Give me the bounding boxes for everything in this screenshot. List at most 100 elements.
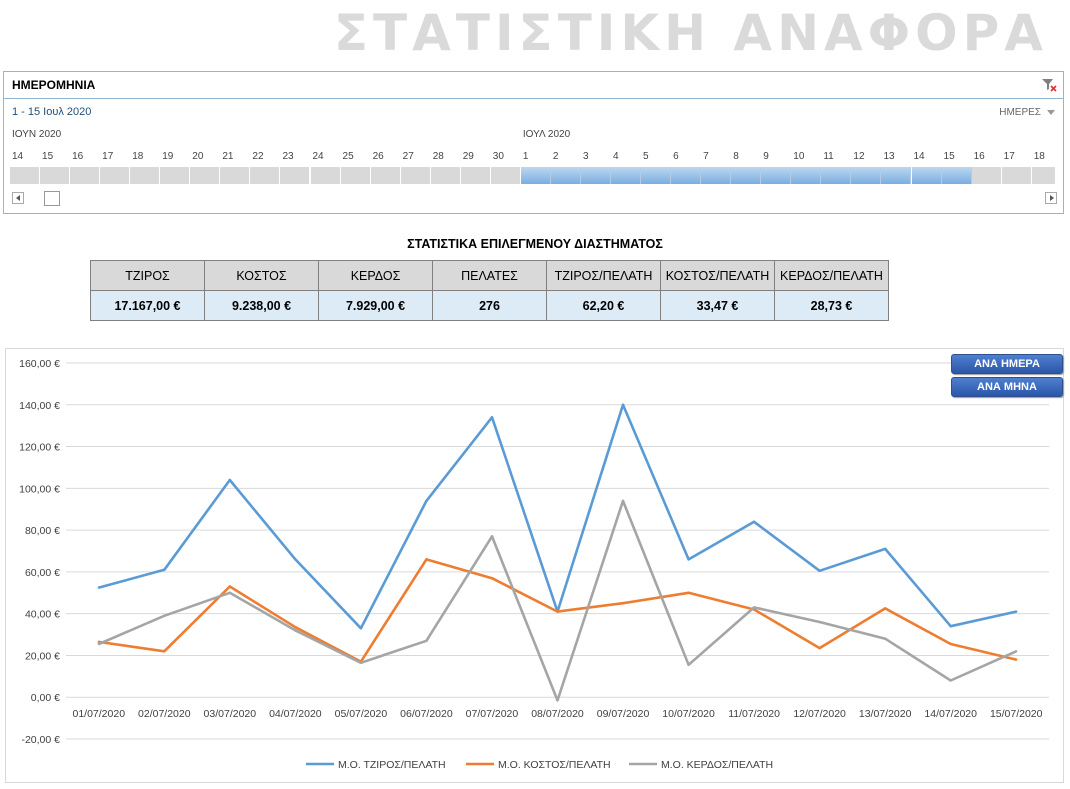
timeline-day-label: 26 (372, 151, 384, 162)
data-point (490, 535, 494, 538)
timeline-day-cell[interactable] (1031, 167, 1056, 184)
timeline-day-label: 3 (582, 151, 589, 162)
data-point (97, 586, 100, 589)
data-point (687, 558, 690, 561)
timeline-day-cell[interactable] (40, 167, 71, 184)
timeline-day-label: 18 (1033, 151, 1045, 162)
timeline-day-cell[interactable] (791, 167, 822, 184)
timeline-day-label: 17 (1003, 151, 1015, 162)
timeline-day-cell[interactable] (190, 167, 221, 184)
series-line (98, 499, 1017, 702)
x-tick-label: 02/07/2020 (138, 708, 191, 720)
timeline-day-cell[interactable] (100, 167, 131, 184)
timeline-day-cell[interactable] (911, 167, 942, 184)
timeline-day-cell[interactable] (701, 167, 732, 184)
legend-label: Μ.Ο. ΚΕΡΔΟΣ/ΠΕΛΑΤΗ (661, 759, 773, 771)
data-point (752, 606, 756, 609)
data-point (228, 478, 232, 482)
data-point (163, 568, 166, 571)
timeline-day-cell[interactable] (250, 167, 281, 184)
stats-value-cell: 7.929,00 € (318, 290, 433, 321)
y-tick-label: 160,00 € (19, 358, 60, 370)
timeline-day-cell[interactable] (310, 167, 341, 184)
data-point (228, 591, 232, 594)
timeline-day-label: 7 (703, 151, 709, 162)
x-tick-label: 10/07/2020 (662, 708, 715, 720)
timeline-day-cell[interactable] (520, 167, 551, 184)
scroll-right-button[interactable] (1045, 192, 1057, 204)
stats-header-cell: ΚΕΡΔΟΣ (318, 260, 433, 291)
timeline-day-label: 2 (552, 151, 559, 162)
timeline-day-label: 21 (222, 151, 234, 162)
x-tick-label: 01/07/2020 (72, 708, 125, 720)
data-point (294, 558, 297, 561)
timeline-day-cell[interactable] (941, 167, 972, 184)
timeline-day-cell[interactable] (1001, 167, 1032, 184)
timeline-day-label: 4 (613, 151, 619, 162)
data-point (949, 679, 952, 682)
timeline-day-cell[interactable] (881, 167, 912, 184)
chevron-down-icon (1047, 109, 1055, 115)
y-tick-label: 100,00 € (19, 483, 60, 495)
stats-header-cell: ΚΕΡΔΟΣ/ΠΕΛΑΤΗ (774, 260, 889, 291)
data-point (228, 585, 232, 588)
slicer-header: ΗΜΕΡΟΜΗΝΙΑ (4, 72, 1063, 99)
timeline-day-label: 22 (252, 151, 264, 162)
timeline-day-cell[interactable] (761, 167, 792, 184)
date-timeline-slicer[interactable]: ΗΜΕΡΟΜΗΝΙΑ 1 - 15 Ιουλ 2020 ΗΜΕΡΕΣ ΙΟΥΝ … (3, 71, 1064, 214)
timeline-day-cell[interactable] (220, 167, 251, 184)
time-level-dropdown[interactable]: ΗΜΕΡΕΣ (999, 107, 1055, 118)
data-point (490, 576, 494, 580)
data-point (883, 547, 887, 551)
timeline-day-label: 6 (673, 151, 679, 162)
data-point (1015, 610, 1018, 613)
stats-value-cell: 62,20 € (546, 290, 661, 321)
timeline-day-cell[interactable] (160, 167, 191, 184)
stats-value-cell: 17.167,00 € (90, 290, 205, 321)
clear-filter-icon[interactable] (1041, 77, 1057, 93)
timeline-day-label: 1 (522, 151, 529, 162)
timeline-day-cell[interactable] (641, 167, 672, 184)
stats-value-cell: 28,73 € (774, 290, 889, 321)
x-tick-label: 04/07/2020 (269, 708, 322, 720)
scrollbar-thumb[interactable] (44, 191, 60, 206)
per-month-button[interactable]: ΑΝΑ ΜΗΝΑ (951, 377, 1063, 397)
y-tick-label: 80,00 € (25, 525, 60, 537)
timeline-day-cell[interactable] (851, 167, 882, 184)
data-point (752, 520, 756, 523)
per-day-button[interactable]: ΑΝΑ ΗΜΕΡΑ (951, 354, 1063, 374)
scroll-left-button[interactable] (12, 192, 24, 204)
timeline-day-cell[interactable] (340, 167, 371, 184)
timeline-day-cell[interactable] (611, 167, 642, 184)
timeline-day-cell[interactable] (460, 167, 491, 184)
timeline-day-cell[interactable] (821, 167, 852, 184)
timeline-day-cell[interactable] (130, 167, 161, 184)
timeline-day-cell[interactable] (10, 167, 41, 184)
data-point (883, 637, 887, 640)
report-title: ΣΤΑΤΙΣΤΙΚΗ ΑΝΑΦΟΡΑ (333, 4, 1048, 62)
timeline-day-cell[interactable] (70, 167, 101, 184)
stats-header-cell: ΤΖΙΡΟΣ/ΠΕΛΑΤΗ (546, 260, 661, 291)
timeline-day-cell[interactable] (400, 167, 431, 184)
timeline-day-cell[interactable] (731, 167, 762, 184)
data-point (425, 558, 428, 561)
timeline-day-label: 19 (162, 151, 174, 162)
stats-title: ΣΤΑΤΙΣΤΙΚΑ ΕΠΙΛΕΓΜΕΝΟΥ ΔΙΑΣΤΗΜΑΤΟΣ (407, 237, 663, 251)
x-tick-label: 12/07/2020 (793, 708, 846, 720)
timeline-day-cell[interactable] (280, 167, 311, 184)
timeline-day-cell[interactable] (971, 167, 1002, 184)
x-tick-label: 06/07/2020 (400, 708, 453, 720)
timeline-day-cell[interactable] (490, 167, 521, 184)
timeline-day-label: 14 (913, 151, 925, 162)
timeline-day-label: 24 (312, 151, 324, 162)
timeline-day-cell[interactable] (430, 167, 461, 184)
timeline-day-cell[interactable] (370, 167, 401, 184)
data-point (294, 629, 297, 632)
data-point (949, 642, 952, 646)
timeline-day-cell[interactable] (580, 167, 611, 184)
timeline-day-cell[interactable] (671, 167, 702, 184)
timeline-day-cell[interactable] (550, 167, 581, 184)
data-point (1015, 658, 1018, 661)
x-tick-label: 05/07/2020 (335, 708, 388, 720)
stats-value-cell: 9.238,00 € (204, 290, 319, 321)
